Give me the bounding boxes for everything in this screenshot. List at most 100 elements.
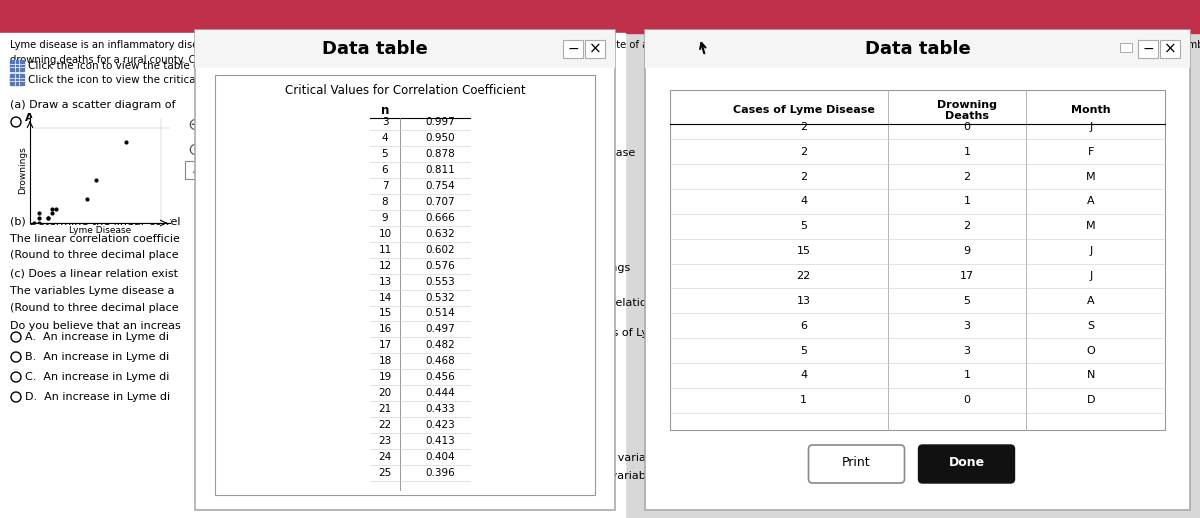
Text: (b) Determine the linear correl: (b) Determine the linear correl	[10, 216, 180, 226]
Text: 18: 18	[378, 356, 391, 366]
Text: 0.456: 0.456	[425, 372, 455, 382]
Text: hings: hings	[600, 263, 630, 273]
Bar	[670, 90, 1165, 430]
Bar	[1160, 40, 1180, 58]
Text: 13: 13	[378, 277, 391, 286]
Text: 0.482: 0.482	[425, 340, 455, 350]
Text: Lyme disease is an inflammatory disease that results in a skin rash and flulike : Lyme disease is an inflammatory disease …	[10, 40, 1200, 50]
Text: D.  An increase in Lyme di: D. An increase in Lyme di	[25, 392, 170, 402]
Text: 22: 22	[378, 420, 391, 430]
Text: 21: 21	[378, 404, 391, 414]
Text: 25: 25	[378, 468, 391, 478]
Text: (c) Does a linear relation exist: (c) Does a linear relation exist	[10, 268, 178, 278]
Text: 4: 4	[382, 133, 389, 143]
Bar	[646, 30, 1190, 68]
Text: Click the icon to view the table of Lyme disease and drowning deaths.: Click the icon to view the table of Lyme…	[28, 61, 394, 71]
Text: 3: 3	[964, 346, 971, 355]
Text: J: J	[1090, 122, 1092, 132]
Text: 9: 9	[964, 246, 971, 256]
Text: 5: 5	[800, 346, 808, 355]
Text: A: A	[1087, 296, 1094, 306]
Text: 20: 20	[378, 388, 391, 398]
Text: Data table: Data table	[865, 40, 971, 58]
Bar	[586, 40, 605, 58]
Text: 3: 3	[964, 321, 971, 330]
Text: Data table: Data table	[322, 40, 428, 58]
Text: (Round to three decimal place: (Round to three decimal place	[10, 303, 179, 313]
Text: 15: 15	[797, 246, 811, 256]
Bar	[194, 30, 616, 68]
Bar	[563, 40, 583, 58]
Text: 3: 3	[382, 117, 389, 127]
Text: Done: Done	[948, 456, 984, 469]
Text: 0.997: 0.997	[425, 117, 455, 127]
Text: 7: 7	[382, 181, 389, 191]
Text: 0.423: 0.423	[425, 420, 455, 430]
Text: A.: A.	[25, 113, 38, 123]
Text: 0.553: 0.553	[425, 277, 455, 286]
Text: 0.950: 0.950	[425, 133, 455, 143]
Text: 0.666: 0.666	[425, 213, 455, 223]
Text: ×: ×	[589, 41, 601, 56]
Text: isease: isease	[600, 148, 635, 158]
Text: N: N	[1086, 370, 1094, 380]
Text: 0.754: 0.754	[425, 181, 455, 191]
Text: (a) Draw a scatter diagram of: (a) Draw a scatter diagram of	[10, 100, 175, 110]
Text: D: D	[1086, 395, 1096, 405]
Text: 10: 10	[378, 228, 391, 239]
Text: 11: 11	[378, 244, 391, 255]
Text: 0: 0	[964, 122, 971, 132]
Text: 2: 2	[800, 171, 808, 182]
Text: 0.413: 0.413	[425, 436, 455, 446]
Text: 0.811: 0.811	[425, 165, 455, 175]
Text: Click the icon to view the critical values table.: Click the icon to view the critical valu…	[28, 75, 269, 85]
X-axis label: Lyme Disease: Lyme Disease	[68, 226, 131, 235]
Text: Deaths: Deaths	[946, 111, 989, 121]
Text: A.  An increase in Lyme di: A. An increase in Lyme di	[25, 332, 169, 342]
Text: 15: 15	[378, 309, 391, 319]
Text: orrelation co: orrelation co	[600, 298, 670, 308]
Bar	[0, 33, 625, 518]
Bar	[0, 0, 1200, 33]
Text: 19: 19	[378, 372, 391, 382]
Text: Critical Values for Correlation Coefficient: Critical Values for Correlation Coeffici…	[284, 83, 526, 96]
Text: ↗: ↗	[190, 164, 200, 177]
Text: n: n	[380, 104, 389, 117]
Text: Drowning: Drowning	[937, 100, 997, 110]
Text: S: S	[1087, 321, 1094, 330]
Bar	[215, 75, 595, 495]
Text: 0.532: 0.532	[425, 293, 455, 303]
Text: B.  An increase in Lyme di: B. An increase in Lyme di	[25, 352, 169, 362]
Text: C.  An increase in Lyme di: C. An increase in Lyme di	[25, 372, 169, 382]
Text: Cases of Lyme Disease: Cases of Lyme Disease	[733, 105, 875, 115]
Text: 16: 16	[378, 324, 391, 335]
Text: 23: 23	[378, 436, 391, 446]
Text: 17: 17	[960, 271, 974, 281]
Text: 0.444: 0.444	[425, 388, 455, 398]
Text: ⊕: ⊕	[187, 116, 203, 134]
Text: 4: 4	[800, 370, 808, 380]
Text: (Round to three decimal place: (Round to three decimal place	[10, 250, 179, 260]
Text: M: M	[1086, 171, 1096, 182]
Text: g variables.: g variables.	[600, 471, 665, 481]
Bar	[1138, 40, 1158, 58]
Text: 5: 5	[964, 296, 971, 306]
Text: Print: Print	[842, 456, 871, 469]
Y-axis label: Drownings: Drownings	[18, 147, 28, 194]
Text: 1: 1	[800, 395, 808, 405]
Bar	[10, 74, 24, 85]
Text: 2: 2	[964, 221, 971, 232]
Bar	[646, 30, 1190, 510]
Text: 22: 22	[797, 271, 811, 281]
Text: 0: 0	[964, 395, 971, 405]
Bar	[10, 60, 24, 71]
Text: ses of Lyme: ses of Lyme	[600, 328, 666, 338]
Text: F: F	[1087, 147, 1094, 157]
FancyBboxPatch shape	[918, 445, 1014, 483]
Text: ×: ×	[1164, 41, 1176, 56]
Text: 5: 5	[800, 221, 808, 232]
Text: J: J	[1090, 271, 1092, 281]
Text: 6: 6	[800, 321, 808, 330]
Text: J: J	[1090, 246, 1092, 256]
Text: 24: 24	[378, 452, 391, 462]
